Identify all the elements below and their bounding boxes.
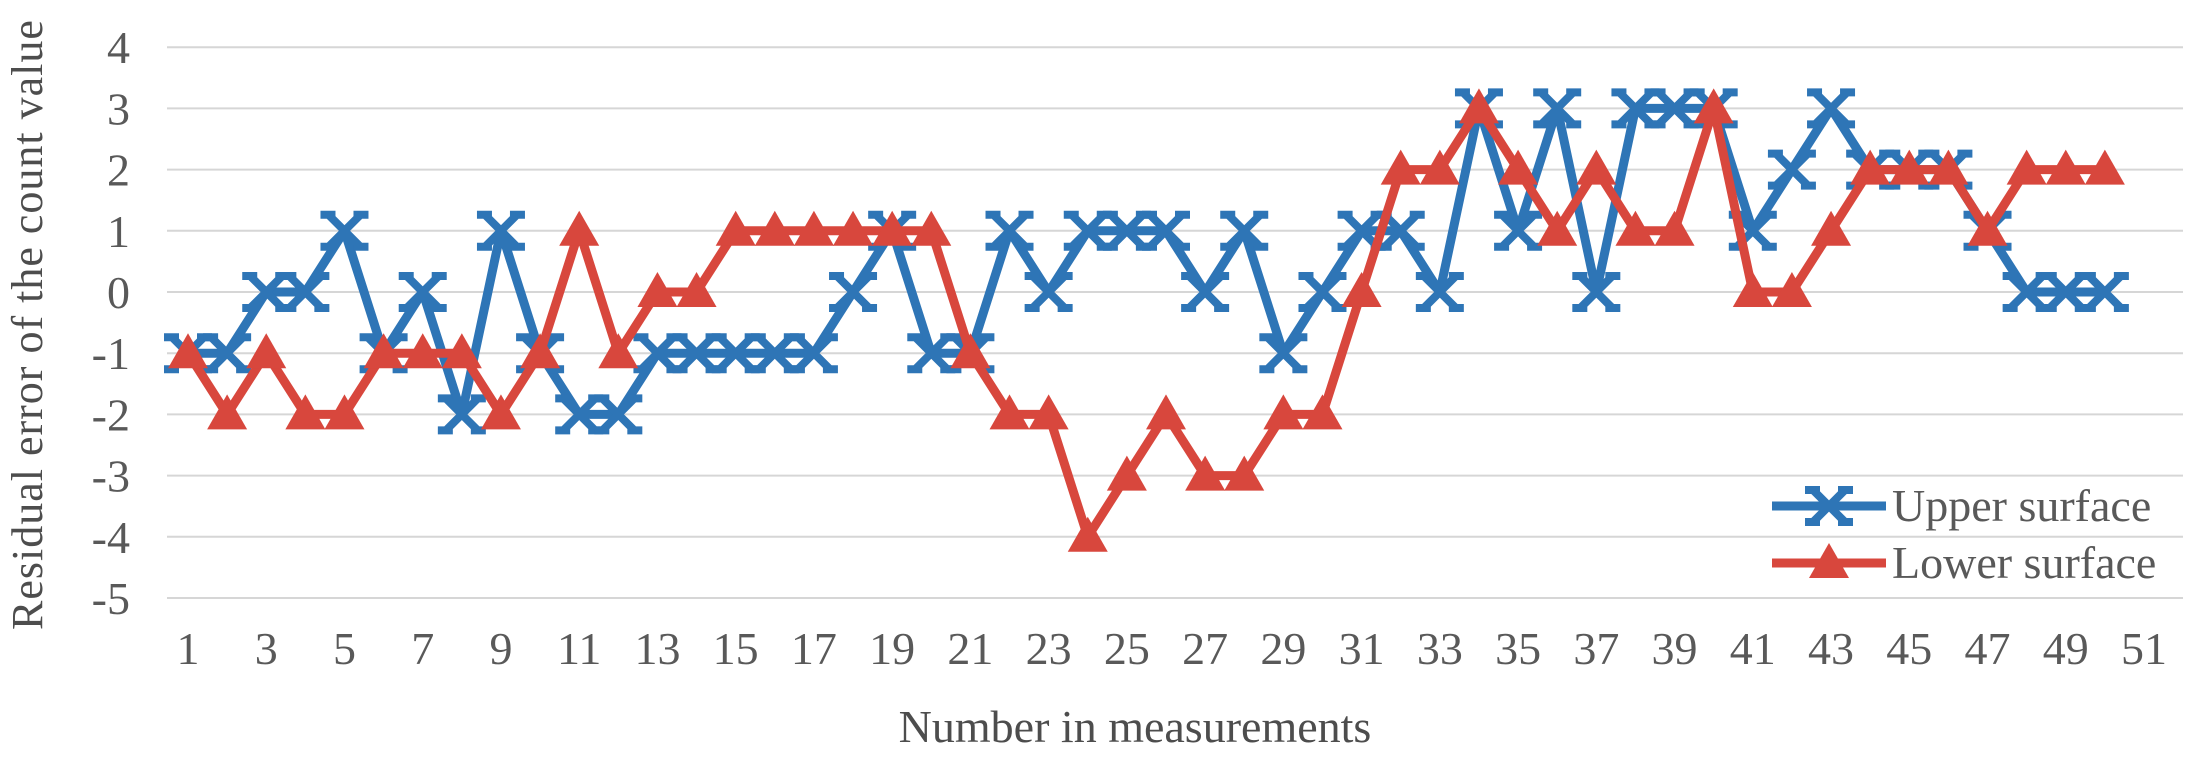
upper-surface-line-x-marker-icon [1772,485,1886,526]
legend: Upper surface Lower surface [1770,478,2170,590]
svg-text:25: 25 [1104,623,1150,674]
svg-text:39: 39 [1652,623,1698,674]
legend-item-upper-surface: Upper surface [1770,478,2170,533]
svg-text:1: 1 [177,623,200,674]
svg-text:19: 19 [869,623,915,674]
svg-text:13: 13 [634,623,680,674]
svg-text:33: 33 [1417,623,1463,674]
svg-text:27: 27 [1182,623,1228,674]
lower-surface-line-triangle-marker-icon [1772,542,1886,578]
svg-text:0: 0 [107,267,130,318]
svg-text:5: 5 [333,623,356,674]
svg-text:29: 29 [1260,623,1306,674]
svg-text:11: 11 [557,623,601,674]
svg-text:51: 51 [2121,623,2167,674]
svg-text:31: 31 [1339,623,1385,674]
legend-label-upper-surface: Upper surface [1892,480,2152,531]
svg-text:43: 43 [1808,623,1854,674]
svg-text:2: 2 [107,145,130,196]
svg-text:4: 4 [107,22,130,73]
svg-text:21: 21 [947,623,993,674]
svg-text:7: 7 [411,623,434,674]
svg-text:-2: -2 [92,389,130,440]
x-axis-title: Number in measurements [898,701,1372,752]
svg-text:37: 37 [1573,623,1619,674]
svg-text:17: 17 [791,623,837,674]
svg-text:15: 15 [713,623,759,674]
svg-text:-3: -3 [92,451,130,502]
svg-text:9: 9 [489,623,512,674]
svg-text:1: 1 [107,206,130,257]
y-axis-title: Residual error of the count value [3,19,52,631]
svg-text:-4: -4 [92,512,130,563]
svg-text:45: 45 [1886,623,1932,674]
svg-text:49: 49 [2043,623,2089,674]
legend-label-lower-surface: Lower surface [1892,537,2157,588]
svg-text:23: 23 [1026,623,1072,674]
svg-text:3: 3 [255,623,278,674]
svg-text:47: 47 [1965,623,2011,674]
svg-text:41: 41 [1730,623,1776,674]
svg-text:-5: -5 [92,573,130,624]
legend-item-lower-surface: Lower surface [1770,535,2170,590]
svg-text:-1: -1 [92,328,130,379]
svg-text:35: 35 [1495,623,1541,674]
svg-text:3: 3 [107,83,130,134]
